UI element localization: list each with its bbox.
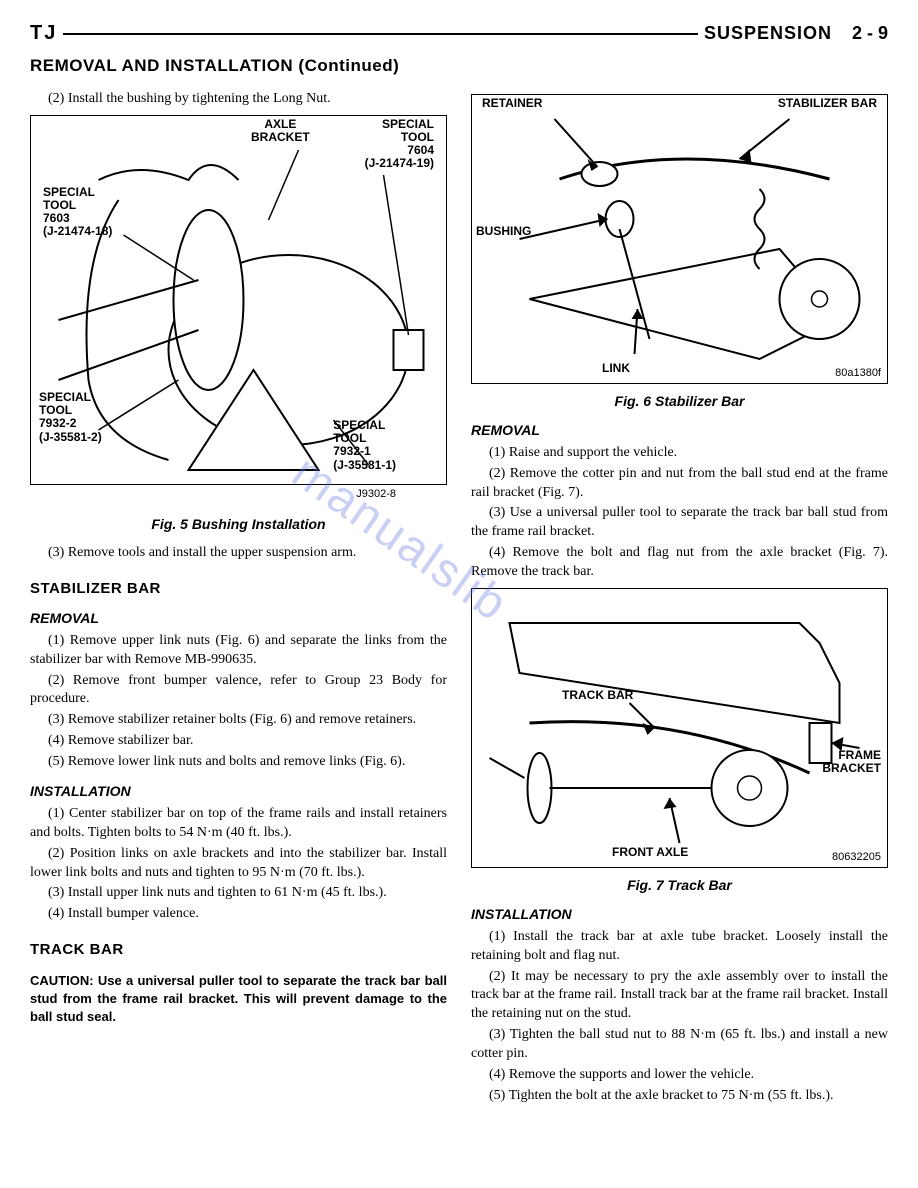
figure-7-box: TRACK BAR FRONT AXLE FRAMEBRACKET 806322… (471, 588, 888, 868)
right-install-5: (5) Tighten the bolt at the axle bracket… (471, 1087, 888, 1106)
right-install-2: (2) It may be necessary to pry the axle … (471, 968, 888, 1025)
left-p1: (2) Install the bushing by tightening th… (30, 90, 447, 109)
fig5-label-7932-1: SPECIALTOOL7932-1(J-35581-1) (333, 419, 396, 472)
fig5-code: J9302-8 (356, 487, 396, 502)
fig6-caption: Fig. 6 Stabilizer Bar (471, 392, 888, 411)
left-install-4: (4) Install bumper valence. (30, 905, 447, 924)
track-bar-heading: TRACK BAR (30, 940, 447, 960)
caution-text: CAUTION: Use a universal puller tool to … (30, 972, 447, 1025)
left-removal-4: (4) Remove stabilizer bar. (30, 732, 447, 751)
left-removal-2: (2) Remove front bumper valence, refer t… (30, 672, 447, 710)
left-removal-heading: REMOVAL (30, 609, 447, 628)
fig7-label-front-axle: FRONT AXLE (612, 846, 688, 859)
right-removal-1: (1) Raise and support the vehicle. (471, 444, 888, 463)
fig6-label-stabilizer-bar: STABILIZER BAR (778, 97, 877, 110)
right-install-3: (3) Tighten the ball stud nut to 88 N·m … (471, 1026, 888, 1064)
fig7-caption: Fig. 7 Track Bar (471, 876, 888, 895)
left-install-3: (3) Install upper link nuts and tighten … (30, 884, 447, 903)
header-page: 2 - 9 (852, 21, 888, 45)
left-removal-3: (3) Remove stabilizer retainer bolts (Fi… (30, 711, 447, 730)
section-continue: REMOVAL AND INSTALLATION (Continued) (30, 55, 888, 78)
left-install-2: (2) Position links on axle brackets and … (30, 845, 447, 883)
left-install-1: (1) Center stabilizer bar on top of the … (30, 805, 447, 843)
fig6-label-link: LINK (602, 362, 630, 375)
right-removal-3: (3) Use a universal puller tool to separ… (471, 504, 888, 542)
fig6-label-bushing: BUSHING (476, 225, 531, 238)
fig5-label-7932-2: SPECIALTOOL7932-2(J-35581-2) (39, 391, 102, 444)
fig7-code: 80632205 (832, 850, 881, 865)
left-removal-1: (1) Remove upper link nuts (Fig. 6) and … (30, 632, 447, 670)
stabilizer-bar-heading: STABILIZER BAR (30, 579, 447, 599)
right-removal-heading: REMOVAL (471, 421, 888, 440)
fig5-label-7604: SPECIALTOOL7604(J-21474-19) (365, 118, 434, 171)
right-removal-4: (4) Remove the bolt and flag nut from th… (471, 544, 888, 582)
header-tj: TJ (30, 20, 57, 47)
right-install-1: (1) Install the track bar at axle tube b… (471, 928, 888, 966)
fig5-caption: Fig. 5 Bushing Installation (30, 515, 447, 534)
header-section: SUSPENSION (704, 21, 832, 45)
figure-6-svg (476, 99, 883, 379)
fig6-label-retainer: RETAINER (482, 97, 542, 110)
left-installation-heading: INSTALLATION (30, 782, 447, 801)
left-p2: (3) Remove tools and install the upper s… (30, 544, 447, 563)
figure-7-svg (476, 593, 883, 863)
fig7-label-track-bar: TRACK BAR (562, 689, 633, 702)
right-installation-heading: INSTALLATION (471, 905, 888, 924)
fig5-label-7603: SPECIALTOOL7603(J-21474-18) (43, 186, 112, 239)
figure-6-box: RETAINER STABILIZER BAR BUSHING LINK 80a… (471, 94, 888, 384)
left-removal-5: (5) Remove lower link nuts and bolts and… (30, 753, 447, 772)
right-removal-2: (2) Remove the cotter pin and nut from t… (471, 465, 888, 503)
right-column: RETAINER STABILIZER BAR BUSHING LINK 80a… (471, 88, 888, 1108)
right-install-4: (4) Remove the supports and lower the ve… (471, 1066, 888, 1085)
fig7-label-frame-bracket: FRAMEBRACKET (822, 749, 881, 775)
fig5-label-axle-bracket: AXLEBRACKET (251, 118, 310, 144)
header-rule (63, 33, 698, 35)
figure-5-box: AXLEBRACKET SPECIALTOOL7604(J-21474-19) … (30, 115, 447, 485)
fig6-code: 80a1380f (835, 366, 881, 381)
page-header: TJ SUSPENSION 2 - 9 (30, 20, 888, 47)
left-column: (2) Install the bushing by tightening th… (30, 88, 447, 1108)
